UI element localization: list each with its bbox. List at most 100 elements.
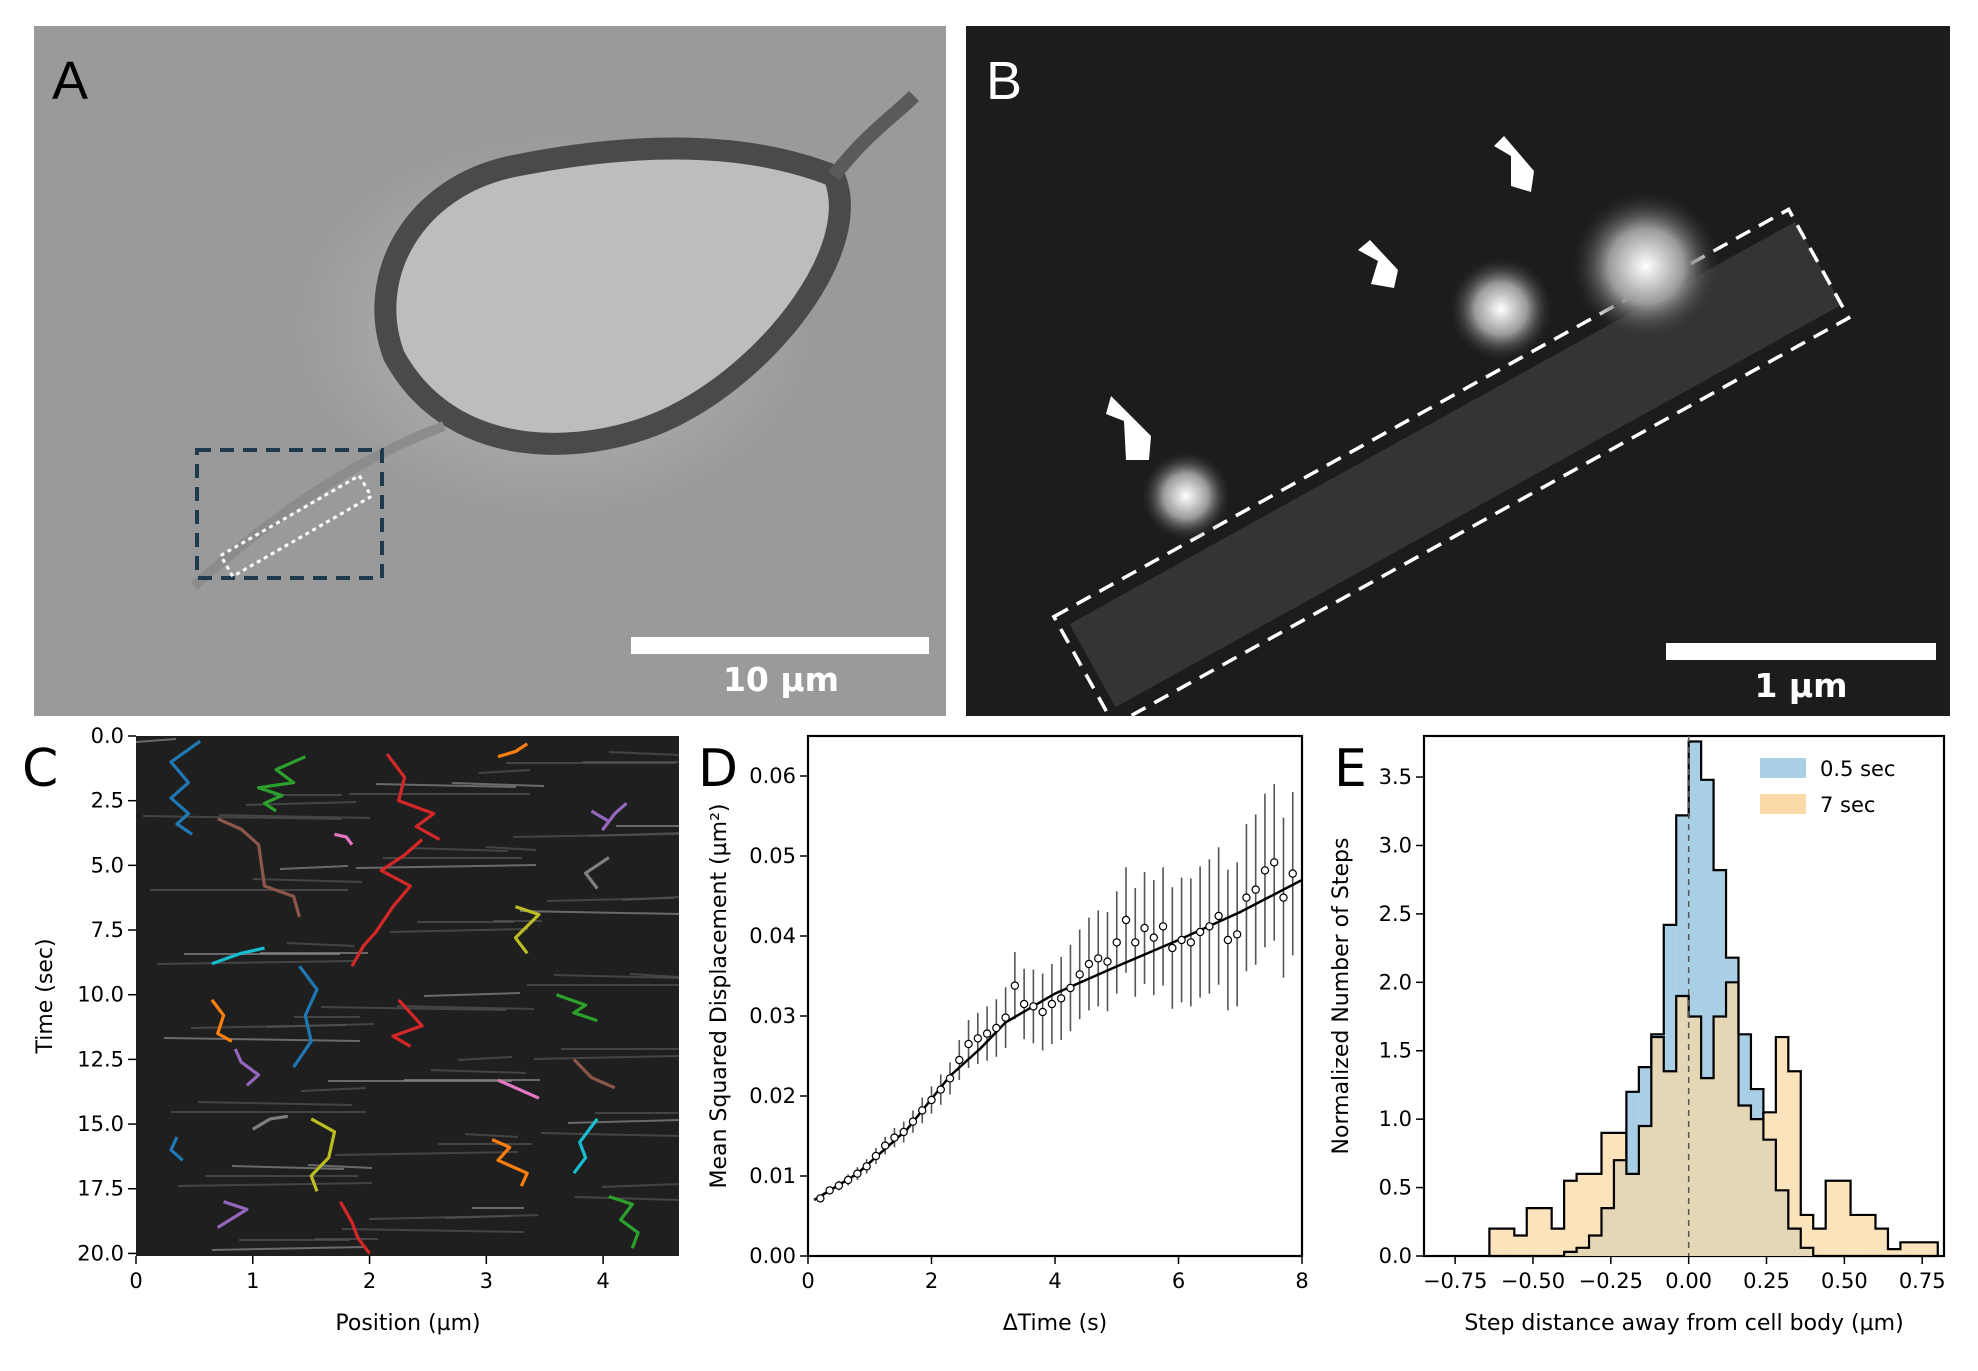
data-point: [1131, 938, 1140, 947]
track-19: [251, 1114, 289, 1131]
kymograph-streak: [478, 769, 531, 774]
histogram-bar: [1775, 1037, 1789, 1256]
series-2: [1489, 982, 1938, 1256]
track-23: [169, 1136, 184, 1162]
data-point: [834, 1181, 844, 1190]
x-tick-label: 0.25: [1743, 1269, 1790, 1293]
data-point: [1010, 981, 1020, 990]
histogram-bar: [1813, 1228, 1826, 1256]
histogram-bar: [1514, 1235, 1527, 1256]
kymograph-streak: [485, 846, 537, 851]
histogram-bar: [1788, 1071, 1801, 1256]
arrow-icon: [1494, 136, 1534, 192]
x-tick-label: 0.00: [1665, 1269, 1712, 1293]
kymograph-streak: [574, 1196, 680, 1201]
data-point: [1001, 1013, 1010, 1022]
y-tick-label: 3.5: [1379, 765, 1412, 789]
kymograph-streak: [142, 815, 343, 820]
data-point: [1094, 954, 1103, 963]
data-point: [1260, 866, 1270, 875]
data-point: [1288, 869, 1297, 878]
data-point: [955, 1055, 964, 1065]
histogram-bar: [1638, 1126, 1652, 1256]
x-tick-label: 4: [596, 1269, 609, 1293]
histogram-bar: [1688, 1016, 1702, 1256]
y-tick-label: 0.01: [749, 1164, 796, 1188]
kymograph-streak: [231, 1165, 345, 1170]
data-point: [1186, 938, 1196, 947]
data-point: [1270, 858, 1279, 867]
kymograph-streak: [533, 1055, 680, 1060]
histogram-bar: [1763, 1112, 1776, 1256]
spot-2: [1449, 257, 1553, 361]
panel-b-fluorescence-image: [1051, 136, 1852, 716]
track-1: [169, 739, 202, 836]
data-point: [1112, 938, 1121, 947]
kymograph-streak: [451, 782, 545, 787]
track-8: [350, 838, 424, 967]
x-tick-label: 1: [246, 1269, 259, 1293]
histogram-bar: [1626, 1173, 1639, 1256]
data-point: [1140, 923, 1149, 933]
kymograph-streak: [375, 783, 517, 788]
histogram-bar: [1564, 1180, 1577, 1256]
x-tick-label: −0.75: [1423, 1269, 1487, 1293]
track-26: [608, 1194, 640, 1249]
spot-1: [1141, 451, 1231, 541]
track-11: [211, 946, 265, 966]
histogram-bar: [1576, 1173, 1590, 1256]
panel-a-micrograph: A 10 µm: [34, 26, 946, 716]
data-point: [1158, 922, 1168, 931]
track-18: [497, 1078, 540, 1100]
histogram-bar: [1925, 1242, 1938, 1256]
zoom-region-box: [195, 448, 384, 580]
kymograph-streak: [341, 1228, 525, 1233]
y-tick-label: 2.5: [91, 789, 124, 813]
track-14: [555, 993, 598, 1023]
roi-box: [218, 473, 374, 579]
y-tick-label: 12.5: [77, 1047, 124, 1071]
data-point: [964, 1039, 973, 1049]
data-point: [1242, 893, 1251, 902]
x-tick-label: 0.50: [1821, 1269, 1868, 1293]
data-point: [1029, 1002, 1038, 1011]
kymograph-streak: [177, 1182, 373, 1187]
y-tick-label: 0.0: [1379, 1244, 1412, 1268]
track-6: [334, 832, 354, 846]
track-25: [339, 1200, 371, 1255]
data-point: [862, 1162, 871, 1171]
panel-d-label: D: [698, 739, 738, 799]
scale-bar-a-label: 10 µm: [722, 660, 840, 699]
data-point: [1205, 922, 1214, 931]
panel-a-label: A: [52, 51, 89, 111]
kymograph-streak: [135, 738, 177, 743]
scale-bar-b-label: 1 µm: [1754, 666, 1848, 705]
y-tick-label: 0.5: [1379, 1176, 1412, 1200]
x-axis-label: Step distance away from cell body (µm): [1464, 1311, 1903, 1336]
spot-3: [1571, 191, 1721, 341]
y-axis-label: Mean Squared Displacement (µm²): [707, 804, 732, 1189]
kymograph-streak: [457, 1056, 513, 1061]
track-7: [217, 817, 302, 918]
legend-label: 7 sec: [1820, 793, 1875, 817]
legend: 0.5 sec 7 sec: [1760, 757, 1895, 817]
kymograph-streak: [307, 1164, 373, 1169]
kymograph-streak: [444, 1214, 539, 1219]
histogram-bar: [1613, 1132, 1627, 1256]
histogram-bar: [1539, 1208, 1552, 1256]
cell-body: [374, 137, 851, 455]
kymograph-streak: [334, 1151, 519, 1156]
histogram-bar: [1713, 1016, 1727, 1256]
y-tick-label: 0.04: [749, 924, 796, 948]
data-point: [1149, 933, 1158, 942]
y-axis-label: Time (sec): [33, 938, 58, 1054]
x-axis-label: ΔTime (s): [1003, 1311, 1108, 1336]
scale-bar-b: [1666, 643, 1936, 660]
track-2: [257, 755, 306, 813]
x-tick-label: 8: [1295, 1269, 1308, 1293]
kymograph-streak: [519, 910, 680, 915]
y-tick-label: 2.0: [1379, 970, 1412, 994]
data-point: [1038, 1007, 1047, 1017]
histogram-bar: [1726, 982, 1739, 1256]
panel-d-msd-chart: D 0 2 4 6 8 0.00 0.01 0.02 0.03 0.04 0.05 0.06 ΔTim…: [698, 734, 1309, 1336]
